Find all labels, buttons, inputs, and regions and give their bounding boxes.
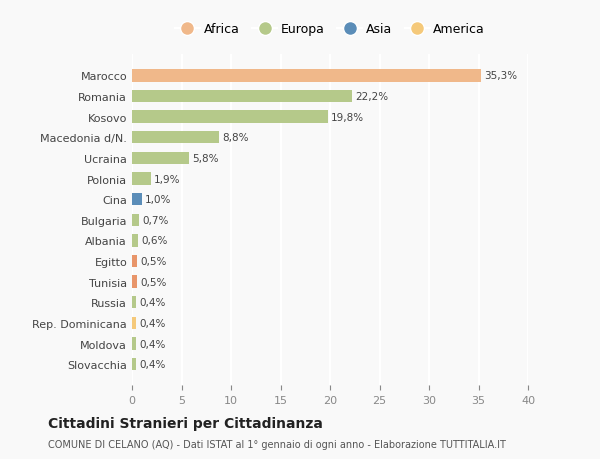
Text: 0,7%: 0,7% xyxy=(142,215,168,225)
Legend: Africa, Europa, Asia, America: Africa, Europa, Asia, America xyxy=(170,18,490,41)
Text: 35,3%: 35,3% xyxy=(484,71,518,81)
Bar xyxy=(132,276,137,288)
Text: 5,8%: 5,8% xyxy=(193,154,219,163)
Bar xyxy=(132,338,136,350)
Bar xyxy=(132,152,190,165)
Text: 0,6%: 0,6% xyxy=(141,236,167,246)
Bar xyxy=(132,235,138,247)
Bar xyxy=(132,194,142,206)
Bar xyxy=(132,297,136,309)
Bar xyxy=(132,255,137,268)
Text: 22,2%: 22,2% xyxy=(355,92,388,102)
Bar xyxy=(132,111,328,123)
Text: 0,5%: 0,5% xyxy=(140,277,166,287)
Bar xyxy=(132,70,481,83)
Text: 0,4%: 0,4% xyxy=(139,297,166,308)
Text: 0,5%: 0,5% xyxy=(140,257,166,267)
Text: 1,0%: 1,0% xyxy=(145,195,171,205)
Text: 0,4%: 0,4% xyxy=(139,339,166,349)
Text: 8,8%: 8,8% xyxy=(222,133,248,143)
Text: 0,4%: 0,4% xyxy=(139,318,166,328)
Bar xyxy=(132,132,219,144)
Bar xyxy=(132,173,151,185)
Bar xyxy=(132,214,139,226)
Text: COMUNE DI CELANO (AQ) - Dati ISTAT al 1° gennaio di ogni anno - Elaborazione TUT: COMUNE DI CELANO (AQ) - Dati ISTAT al 1°… xyxy=(48,440,506,449)
Text: 1,9%: 1,9% xyxy=(154,174,180,184)
Text: 19,8%: 19,8% xyxy=(331,112,364,123)
Bar xyxy=(132,317,136,330)
Text: Cittadini Stranieri per Cittadinanza: Cittadini Stranieri per Cittadinanza xyxy=(48,416,323,430)
Text: 0,4%: 0,4% xyxy=(139,359,166,369)
Bar xyxy=(132,358,136,370)
Bar xyxy=(132,91,352,103)
